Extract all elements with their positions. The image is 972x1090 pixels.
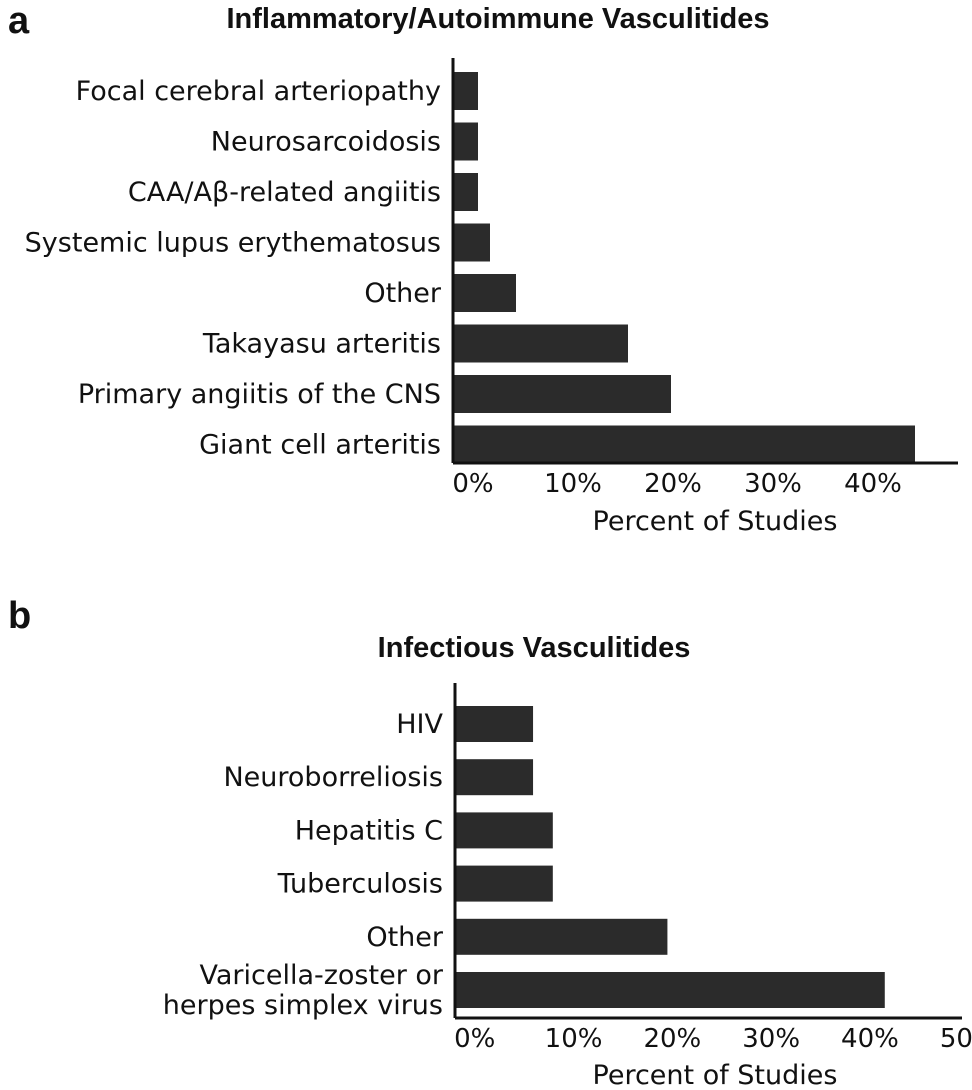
panel-b-tick-labels: 0% 10% 20% 30% 40% 50% [454,1024,972,1054]
bar-other [453,274,516,312]
bar-neuroborreliosis [455,759,534,796]
tick-label-10: 10% [544,469,602,499]
panel-b-x-axis-title: Percent of Studies [593,1060,838,1090]
category-label-hepatitis-c: Hepatitis C [295,815,443,846]
category-label-neurosarcoidosis: Neurosarcoidosis [211,127,441,158]
panel-a-title: Inflammatory/Autoimmune Vasculitides [226,3,769,35]
panel-a-bars [453,72,915,464]
category-label-tuberculosis: Tuberculosis [277,869,443,900]
bar-systemic-lupus-erythematosus [453,223,490,262]
panel-a: a Inflammatory/Autoimmune Vasculitides F… [8,0,958,537]
panel-b-bars [455,706,885,1008]
tick-label-40: 40% [841,1024,899,1054]
bar-focal-cerebral-arteriopathy [453,72,478,110]
bar-hepatitis-c [455,812,553,849]
category-label-takayasu-arteritis: Takayasu arteritis [202,329,441,360]
panel-a-x-axis-title: Percent of Studies [593,506,838,537]
category-label-caa-a-related-angiitis: CAA/Aβ-related angiitis [128,177,441,208]
category-label-neuroborreliosis: Neuroborreliosis [223,762,443,793]
bar-primary-angiitis-of-the-cns [453,375,671,413]
tick-label-0: 0% [452,469,493,499]
tick-label-20: 20% [643,1024,701,1054]
panel-a-tick-labels: 0% 10% 20% 30% 40% [452,469,902,499]
tick-label-0: 0% [454,1024,495,1054]
category-label-focal-cerebral-arteriopathy: Focal cerebral arteriopathy [76,76,441,107]
bar-varicella-zoster-or-herpes-simplex-virus [455,972,885,1008]
panel-a-category-labels: Focal cerebral arteriopathy Neurosarcoido… [25,76,442,461]
bar-tuberculosis [455,865,553,902]
bar-takayasu-arteritis [453,324,628,363]
panel-b-title: Infectious Vasculitides [378,632,691,664]
category-label-systemic-lupus-erythematosus: Systemic lupus erythematosus [25,228,441,259]
panel-b-letter: b [8,595,31,637]
category-label-line: herpes simplex virus [163,990,443,1021]
bar-hiv [455,706,534,742]
bar-neurosarcoidosis [453,122,478,161]
category-label-other: Other [364,278,442,309]
tick-label-30: 30% [742,1024,800,1054]
tick-label-20: 20% [644,469,702,499]
panel-b-category-labels: HIV Neuroborreliosis Hepatitis C Tuberculos… [163,709,444,1021]
category-label-line: Varicella-zoster or [199,960,443,991]
category-label-hiv: HIV [396,709,443,740]
tick-label-30: 30% [744,469,802,499]
category-label-varicella-zoster-or-herpes-simplex-virus: Varicella-zoster or herpes simplex virus [163,960,444,1021]
bar-caa-a-related-angiitis [453,173,478,211]
tick-label-40: 40% [844,469,902,499]
category-label-giant-cell-arteritis: Giant cell arteritis [199,430,441,461]
panel-b: b Infectious Vasculitides HIV Neuroborrel… [8,595,972,1090]
bar-giant-cell-arteritis [453,425,915,464]
category-label-primary-angiitis-of-the-cns: Primary angiitis of the CNS [78,379,441,410]
panel-a-letter: a [8,0,30,42]
category-label-other: Other [366,922,444,953]
bar-other [455,918,668,955]
tick-label-50: 50% [940,1024,972,1054]
tick-label-10: 10% [545,1024,603,1054]
